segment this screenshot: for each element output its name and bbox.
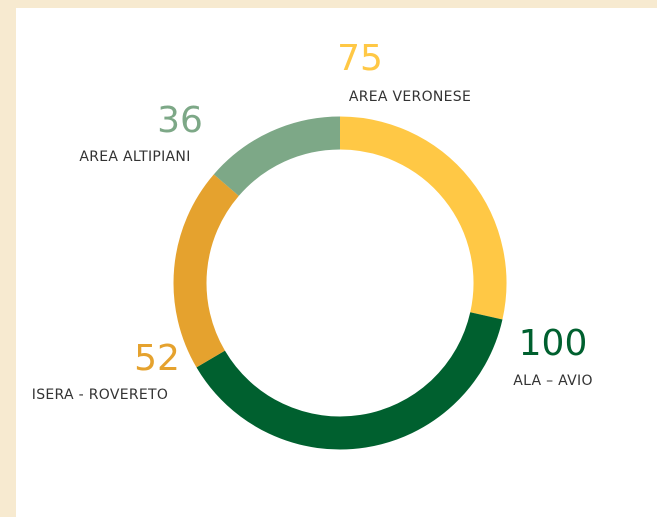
donut-segment: [173, 174, 240, 368]
category-label: AREA ALTIPIANI: [79, 149, 190, 165]
donut-segment: [213, 116, 341, 197]
category-label: ALA – AVIO: [513, 373, 593, 389]
value-label: 75: [337, 38, 383, 79]
donut-segment: [196, 312, 503, 450]
value-label: 36: [157, 100, 203, 141]
category-label: ISERA - ROVERETO: [32, 387, 168, 403]
donut-segment: [339, 116, 507, 320]
value-label: 52: [134, 338, 180, 379]
value-label: 100: [519, 323, 588, 364]
category-label: AREA VERONESE: [349, 89, 471, 105]
